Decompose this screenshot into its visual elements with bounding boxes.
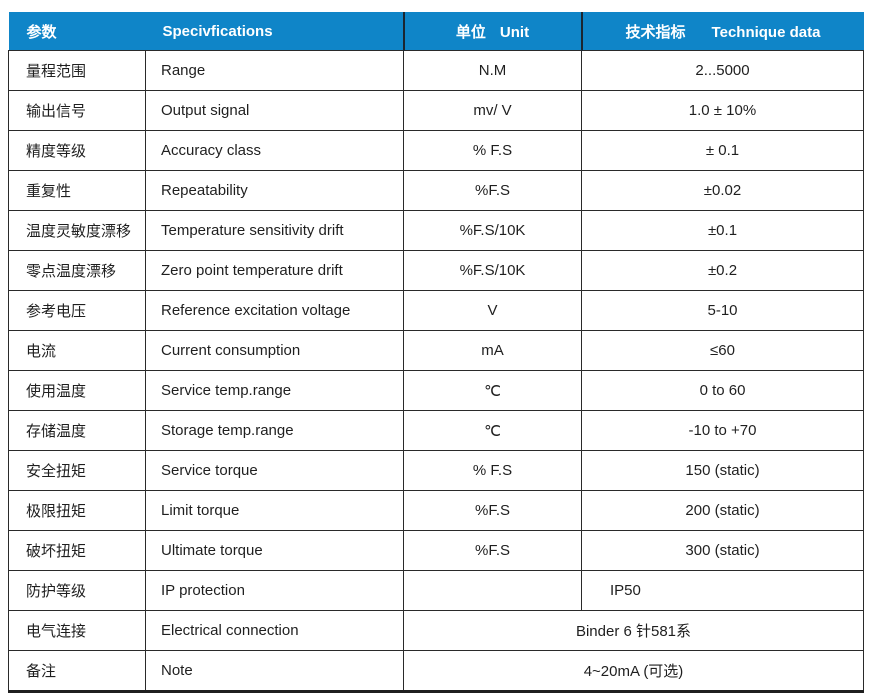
unit-cell: ℃	[403, 410, 582, 451]
header-spec-en: Specivfications	[162, 22, 273, 40]
spec-cell: Electrical connection	[145, 610, 404, 651]
spec-cell: Note	[145, 650, 404, 693]
value-cell: 5-10	[581, 290, 864, 331]
spec-cell: Service torque	[145, 450, 404, 491]
value-cell: ±0.1	[581, 210, 864, 251]
param-cell: 极限扭矩	[8, 490, 146, 531]
unit-cell: %F.S/10K	[403, 250, 582, 291]
header-tech-zh: 技术指标	[625, 23, 686, 41]
value-cell: 0 to 60	[581, 370, 864, 411]
param-cell: 备注	[8, 650, 146, 693]
param-cell: 温度灵敏度漂移	[8, 210, 146, 251]
unit-cell: mA	[403, 330, 582, 371]
value-cell: IP50	[581, 570, 864, 611]
unit-cell: %F.S/10K	[403, 210, 582, 251]
unit-cell: %F.S	[403, 530, 582, 571]
merged-value-cell: 4~20mA (可选)	[403, 650, 864, 693]
table-row: 参考电压 Reference excitation voltage V 5-10	[8, 290, 864, 331]
header-unit-zh: 单位	[455, 23, 486, 41]
value-cell: ± 0.1	[581, 130, 864, 171]
spec-cell: Repeatability	[145, 170, 404, 211]
header-specifications: Specivfications	[145, 12, 404, 51]
value-cell: ±0.2	[581, 250, 864, 291]
value-cell: -10 to +70	[581, 410, 864, 451]
merged-value-cell: Binder 6 针581系	[403, 610, 864, 651]
spec-cell: Reference excitation voltage	[145, 290, 404, 331]
spec-cell: Storage temp.range	[145, 410, 404, 451]
spec-cell: Range	[145, 50, 404, 91]
spec-cell: Limit torque	[145, 490, 404, 531]
header-tech-en: Technique data	[711, 23, 821, 41]
spec-cell: Temperature sensitivity drift	[145, 210, 404, 251]
table-row: 电气连接 Electrical connection Binder 6 针581系	[8, 610, 864, 651]
value-cell: 200 (static)	[581, 490, 864, 531]
spec-cell: Output signal	[145, 90, 404, 131]
spec-cell: Accuracy class	[145, 130, 404, 171]
param-cell: 量程范围	[8, 50, 146, 91]
param-cell: 零点温度漂移	[8, 250, 146, 291]
table-row: 输出信号 Output signal mv/ V 1.0 ± 10%	[8, 90, 864, 131]
unit-cell: ℃	[403, 370, 582, 411]
param-cell: 电流	[8, 330, 146, 371]
param-cell: 防护等级	[8, 570, 146, 611]
spec-cell: IP protection	[145, 570, 404, 611]
value-cell: 1.0 ± 10%	[581, 90, 864, 131]
unit-cell: %F.S	[403, 170, 582, 211]
table-row: 存储温度 Storage temp.range ℃ -10 to +70	[8, 410, 864, 451]
value-cell: ≤60	[581, 330, 864, 371]
unit-cell: mv/ V	[403, 90, 582, 131]
datasheet-page: 参数 Specivfications 单位 Unit 技术指标 Technique …	[8, 12, 864, 693]
table-row: 备注 Note 4~20mA (可选)	[8, 650, 864, 693]
param-cell: 存储温度	[8, 410, 146, 451]
table-row: 重复性 Repeatability %F.S ±0.02	[8, 170, 864, 211]
unit-cell: N.M	[403, 50, 582, 91]
table-row: 防护等级 IP protection IP50	[8, 570, 864, 611]
param-cell: 输出信号	[8, 90, 146, 131]
unit-cell	[403, 570, 582, 611]
value-cell: ±0.02	[581, 170, 864, 211]
header-param: 参数	[8, 12, 146, 51]
spec-cell: Ultimate torque	[145, 530, 404, 571]
spec-cell: Current consumption	[145, 330, 404, 371]
table-row: 电流 Current consumption mA ≤60	[8, 330, 864, 371]
value-cell: 300 (static)	[581, 530, 864, 571]
param-cell: 安全扭矩	[8, 450, 146, 491]
value-cell: 2...5000	[581, 50, 864, 91]
header-param-zh: 参数	[26, 23, 57, 41]
header-unit-en: Unit	[499, 23, 530, 41]
unit-cell: %F.S	[403, 490, 582, 531]
param-cell: 使用温度	[8, 370, 146, 411]
spec-cell: Zero point temperature drift	[145, 250, 404, 291]
table-row: 安全扭矩 Service torque% F.S 150 (static)	[8, 450, 864, 491]
param-cell: 重复性	[8, 170, 146, 211]
table-header: 参数 Specivfications 单位 Unit 技术指标 Technique …	[8, 12, 864, 51]
value-cell: 150 (static)	[581, 450, 864, 491]
unit-cell: % F.S	[403, 130, 582, 171]
param-cell: 破坏扭矩	[8, 530, 146, 571]
unit-cell: V	[403, 290, 582, 331]
unit-cell: % F.S	[403, 450, 582, 491]
header-technique-data: 技术指标 Technique data	[580, 12, 864, 51]
spec-table: 参数 Specivfications 单位 Unit 技术指标 Technique …	[8, 12, 864, 693]
param-cell: 精度等级	[8, 130, 146, 171]
table-row: 温度灵敏度漂移 Temperature sensitivity drift %F.S…	[8, 210, 864, 251]
table-row: 极限扭矩 Limit torque %F.S 200 (static)	[8, 490, 864, 531]
table-row: 量程范围 Range N.M 2...5000	[8, 50, 864, 91]
table-row: 使用温度 Service temp.range ℃ 0 to 60	[8, 370, 864, 411]
header-row: 参数 Specivfications 单位 Unit 技术指标 Technique …	[8, 12, 864, 51]
param-cell: 电气连接	[8, 610, 146, 651]
table-row: 精度等级 Accuracy class% F.S ± 0.1	[8, 130, 864, 171]
header-unit: 单位 Unit	[402, 12, 582, 51]
table-row: 零点温度漂移 Zero point temperature drift %F.S/1…	[8, 250, 864, 291]
table-row: 破坏扭矩 Ultimate torque %F.S 300 (static)	[8, 530, 864, 571]
spec-cell: Service temp.range	[145, 370, 404, 411]
table-body: 量程范围 Range N.M 2...5000 输出信号 Output signal mv/…	[8, 50, 864, 693]
param-cell: 参考电压	[8, 290, 146, 331]
